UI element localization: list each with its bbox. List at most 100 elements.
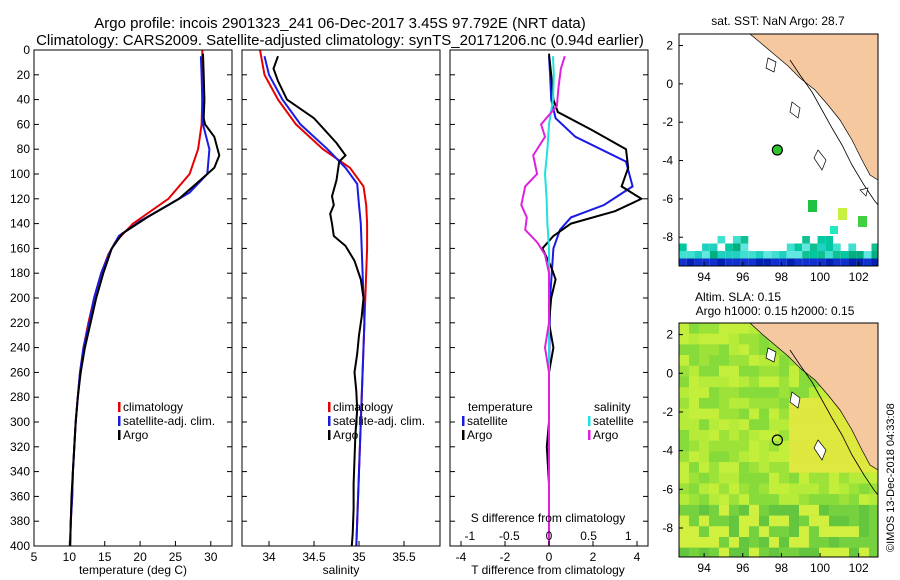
sla-cell bbox=[769, 547, 779, 557]
sla-cell bbox=[859, 472, 869, 484]
sla-cell bbox=[699, 526, 709, 537]
sla-cell bbox=[799, 537, 809, 548]
sla-cell bbox=[789, 408, 799, 420]
sst-cell bbox=[732, 236, 741, 244]
sla-cell bbox=[739, 472, 749, 484]
sla-cell bbox=[749, 472, 759, 484]
sla-cell bbox=[749, 408, 759, 420]
sla-cell bbox=[749, 430, 759, 441]
depth-tick-label: 320 bbox=[10, 440, 30, 454]
sla-cell bbox=[679, 397, 689, 409]
sla-cell bbox=[829, 440, 839, 452]
sla-cell bbox=[769, 472, 779, 484]
sst-cell bbox=[809, 251, 818, 259]
sst-cell bbox=[740, 236, 749, 244]
map-xtick-label: 100 bbox=[810, 561, 830, 575]
sla-cell bbox=[779, 365, 789, 377]
sla-cell bbox=[729, 515, 739, 527]
sla-cell bbox=[699, 333, 709, 345]
sla-cell bbox=[689, 365, 699, 377]
differences-series-t-argo bbox=[541, 53, 644, 546]
sla-cell bbox=[739, 483, 749, 495]
sst-cell bbox=[763, 258, 772, 266]
legend-label: Argo bbox=[123, 428, 149, 442]
sla-cell bbox=[849, 526, 859, 537]
depth-tick-label: 140 bbox=[10, 217, 30, 231]
sst-map-frame bbox=[678, 33, 879, 267]
sla-cell bbox=[709, 547, 719, 557]
sla-cell bbox=[739, 547, 749, 557]
sla-cell bbox=[699, 387, 709, 398]
sst-cell bbox=[717, 258, 726, 266]
sla-cell bbox=[699, 419, 709, 430]
sla-cell bbox=[759, 430, 769, 441]
depth-tick-label: 0 bbox=[23, 43, 30, 57]
sla-cell bbox=[769, 504, 779, 516]
sst-cell bbox=[732, 258, 741, 266]
sla-cell bbox=[749, 387, 759, 398]
sla-cell bbox=[809, 451, 819, 463]
sla-cell bbox=[779, 462, 789, 473]
map-ytick-label: -2 bbox=[662, 405, 673, 419]
depth-tick-label: 280 bbox=[10, 390, 30, 404]
s-diff-tick-label: 0.5 bbox=[580, 529, 597, 543]
depth-tick-label: 40 bbox=[17, 93, 31, 107]
sla-cell bbox=[709, 355, 719, 366]
sst-cell bbox=[833, 258, 841, 266]
sla-cell bbox=[729, 537, 739, 548]
sla-cell bbox=[739, 365, 749, 377]
sla-cell bbox=[749, 462, 759, 473]
legend-temperature-title: temperature bbox=[468, 400, 533, 414]
sst-cell bbox=[694, 258, 703, 266]
sla-cell bbox=[759, 344, 769, 356]
sla-cell bbox=[869, 547, 878, 557]
sla-cell bbox=[719, 515, 729, 527]
sla-cell bbox=[679, 547, 689, 557]
map-ytick-label: 2 bbox=[666, 39, 673, 53]
sla-cell bbox=[779, 419, 789, 430]
legend-swatch bbox=[118, 402, 121, 412]
sst-cell bbox=[709, 258, 718, 266]
sla-cell bbox=[799, 515, 809, 527]
depth-tick-label: 340 bbox=[10, 465, 30, 479]
sst-cell bbox=[786, 243, 795, 251]
sla-cell bbox=[709, 494, 719, 505]
figure-title-line-2: Climatology: CARS2009. Satellite-adjuste… bbox=[36, 32, 644, 49]
depth-tick-label: 80 bbox=[17, 142, 31, 156]
sla-cell bbox=[789, 504, 799, 516]
sst-cell bbox=[717, 251, 726, 259]
sla-cell bbox=[699, 462, 709, 473]
legend-label: climatology bbox=[123, 400, 183, 414]
sla-cell bbox=[829, 494, 839, 505]
sla-cell bbox=[759, 397, 769, 409]
salinity-xlabel: salinity bbox=[323, 563, 360, 577]
sla-cell bbox=[699, 494, 709, 505]
sla-cell bbox=[709, 451, 719, 463]
sla-cell bbox=[719, 547, 729, 557]
difference-panel bbox=[520, 53, 644, 546]
sla-cell bbox=[739, 537, 749, 548]
temperature-xtick-label: 20 bbox=[133, 550, 147, 564]
temperature-xtick-label: 5 bbox=[31, 550, 38, 564]
difference-ticks: -4 -2 0 2 4 -1 -0.5 0 0.5 1 bbox=[450, 49, 648, 564]
sla-cell bbox=[699, 344, 709, 356]
sla-cell bbox=[839, 515, 849, 527]
map-xtick-label: 98 bbox=[775, 270, 789, 284]
sla-cell bbox=[689, 430, 699, 441]
sla-cell bbox=[739, 323, 749, 334]
sst-cell bbox=[848, 243, 857, 251]
sla-cell bbox=[699, 408, 709, 420]
depth-tick-label: 300 bbox=[10, 415, 30, 429]
sla-cell bbox=[799, 376, 809, 388]
sla-cell bbox=[679, 344, 689, 356]
salinity-xtick-label: 35 bbox=[352, 550, 366, 564]
depth-tick-label: 240 bbox=[10, 341, 30, 355]
sla-cell bbox=[789, 419, 799, 430]
sla-cell bbox=[819, 408, 829, 420]
sst-cell bbox=[771, 251, 780, 259]
sla-cell bbox=[679, 462, 689, 473]
sla-cell bbox=[839, 462, 849, 473]
sla-cell bbox=[709, 376, 719, 388]
sla-cell bbox=[809, 440, 819, 452]
sla-cell bbox=[779, 430, 789, 441]
